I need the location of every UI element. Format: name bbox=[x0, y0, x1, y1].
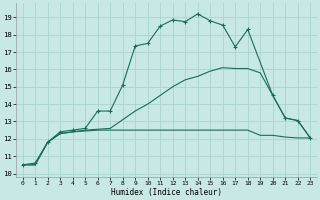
X-axis label: Humidex (Indice chaleur): Humidex (Indice chaleur) bbox=[111, 188, 222, 197]
